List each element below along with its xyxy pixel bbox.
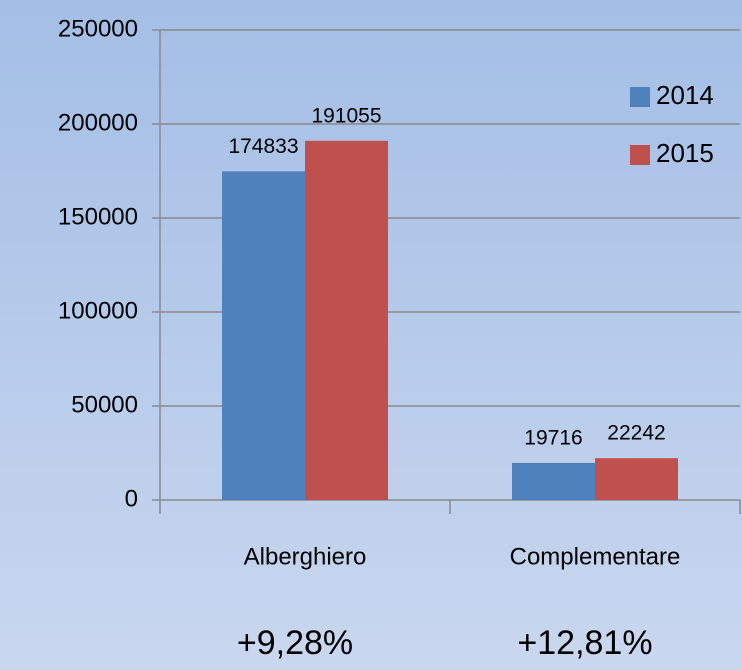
legend-swatch bbox=[630, 87, 650, 107]
annotation: +9,28% bbox=[237, 624, 353, 662]
bar bbox=[512, 462, 595, 500]
annotation: +12,81% bbox=[517, 624, 652, 662]
y-tick-label: 150000 bbox=[58, 203, 138, 230]
value-label: 22242 bbox=[607, 422, 665, 445]
x-tick-label: Complementare bbox=[510, 543, 681, 570]
y-tick-label: 250000 bbox=[58, 15, 138, 42]
bar bbox=[595, 458, 678, 500]
legend-label: 2015 bbox=[656, 138, 714, 168]
y-tick-label: 0 bbox=[125, 485, 138, 512]
y-tick-label: 100000 bbox=[58, 297, 138, 324]
bar bbox=[222, 171, 305, 500]
y-tick-label: 200000 bbox=[58, 109, 138, 136]
x-tick-label: Alberghiero bbox=[244, 543, 367, 570]
value-label: 174833 bbox=[228, 135, 298, 158]
legend-label: 2014 bbox=[656, 80, 714, 110]
bar bbox=[305, 140, 388, 501]
y-tick-label: 50000 bbox=[71, 391, 138, 418]
legend-swatch bbox=[630, 145, 650, 165]
value-label: 19716 bbox=[524, 426, 582, 449]
value-label: 191055 bbox=[311, 104, 381, 127]
